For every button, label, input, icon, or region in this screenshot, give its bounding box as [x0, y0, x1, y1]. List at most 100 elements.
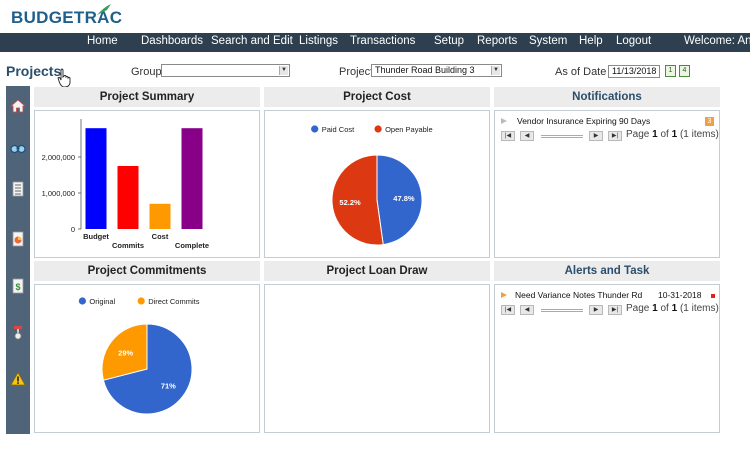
nav-system[interactable]: System [529, 35, 568, 47]
chart-doc-icon[interactable] [10, 231, 26, 247]
project-cost-chart: Paid Cost Open Payable 47.8% 52.2% [311, 125, 433, 246]
notifications-panel: Notifications Vendor Insurance Expiring … [494, 87, 720, 258]
asof-date-input[interactable]: 11/13/2018 [608, 65, 660, 78]
group-label: Group [131, 66, 162, 78]
alert-expand-icon[interactable] [501, 292, 507, 298]
pager-status: Page 1 of 1 (1 items) [626, 129, 719, 140]
pie-value-label: 47.8% [393, 194, 415, 203]
nav-search-edit[interactable]: Search and Edit [211, 35, 293, 47]
y-tick-label: 0 [71, 225, 75, 234]
project-summary-panel: Project Summary 0 1,000,000 2,000,000 Budge… [34, 87, 260, 258]
welcome-user: Welcome: Anne [684, 35, 750, 47]
project-loan-draw-body [264, 284, 490, 433]
svg-text:$: $ [15, 282, 20, 292]
legend-label: Direct Commits [148, 297, 200, 306]
pager-status: Page 1 of 1 (1 items) [626, 303, 719, 314]
prev-page-icon[interactable]: ◀ [520, 131, 534, 141]
project-cost-body: Paid Cost Open Payable 47.8% 52.2% [264, 110, 490, 258]
pager-track [541, 135, 583, 138]
pie-value-label: 29% [118, 348, 133, 357]
alerts-body: Need Variance Notes Thunder Rd 10-31-201… [494, 284, 720, 433]
bar-commits[interactable] [117, 166, 139, 229]
warning-icon[interactable] [10, 371, 26, 387]
next-page-icon[interactable]: ▶ [589, 131, 603, 141]
pie-value-label: 71% [161, 382, 176, 391]
y-tick-label: 1,000,000 [42, 189, 75, 198]
notifications-title: Notifications [494, 87, 720, 107]
main-nav: Home Dashboards Search and Edit Listings… [0, 33, 750, 52]
project-summary-title: Project Summary [34, 87, 260, 107]
bar-complete[interactable] [181, 128, 203, 229]
project-label: Project [339, 66, 374, 78]
last-page-icon[interactable]: ▶| [608, 131, 622, 141]
group-select[interactable]: ▼ [161, 64, 290, 77]
logo-bar: BUDGETRAC [0, 0, 750, 33]
page-title: Projects [6, 63, 62, 79]
pie-slice-open-payable[interactable] [331, 154, 384, 246]
prev-page-icon[interactable]: ◀ [520, 305, 534, 315]
pie-slice-original[interactable] [102, 323, 193, 415]
nav-logout[interactable]: Logout [616, 35, 652, 47]
dollar-doc-icon[interactable]: $ [10, 278, 26, 294]
notification-item[interactable]: Vendor Insurance Expiring 90 Days [517, 116, 651, 126]
project-select-value: Thunder Road Building 3 [375, 65, 475, 75]
bar-cost[interactable] [149, 203, 171, 229]
project-commitments-panel: Project Commitments Original Direct Commi… [34, 261, 260, 433]
x-tick-label: Cost [152, 232, 169, 241]
calendar-icon[interactable]: 1 [665, 65, 676, 77]
nav-help[interactable]: Help [579, 35, 603, 47]
last-page-icon[interactable]: ▶| [608, 305, 622, 315]
logo-swoosh-icon [97, 4, 111, 15]
nav-transactions[interactable]: Transactions [350, 35, 416, 47]
asof-label: As of Date [555, 66, 607, 78]
calendar-picker-icon[interactable]: 4 [679, 65, 690, 77]
nav-setup[interactable]: Setup [434, 35, 465, 47]
bar-budget[interactable] [85, 128, 107, 229]
legend-label: Open Payable [385, 125, 433, 134]
legend-swatch [137, 297, 145, 305]
project-loan-draw-title: Project Loan Draw [264, 261, 490, 281]
nav-dashboards[interactable]: Dashboards [141, 35, 204, 47]
alerts-panel: Alerts and Task Need Variance Notes Thun… [494, 261, 720, 433]
alerts-pager: |◀ ◀ ▶ ▶| Page 1 of 1 (1 items) [499, 303, 719, 317]
scale-icon[interactable] [10, 324, 26, 340]
nav-home[interactable]: Home [87, 35, 118, 47]
legend-label: Paid Cost [322, 125, 355, 134]
hand-cursor-icon [57, 68, 71, 88]
alert-priority-icon [711, 294, 715, 298]
x-tick-label: Commits [112, 241, 144, 250]
nav-reports[interactable]: Reports [477, 35, 518, 47]
x-tick-label: Complete [175, 241, 209, 250]
legend-swatch [78, 297, 86, 305]
side-rail: $ [6, 86, 30, 434]
project-dropdown-arrow-icon[interactable]: ▼ [491, 66, 500, 75]
legend-swatch [374, 125, 382, 133]
project-cost-title: Project Cost [264, 87, 490, 107]
project-select[interactable]: Thunder Road Building 3 ▼ [371, 64, 502, 77]
legend-label: Original [89, 297, 115, 306]
home-icon[interactable] [10, 98, 26, 114]
first-page-icon[interactable]: |◀ [501, 305, 515, 315]
list-icon[interactable] [10, 181, 26, 197]
alerts-title: Alerts and Task [494, 261, 720, 281]
next-page-icon[interactable]: ▶ [589, 305, 603, 315]
legend-swatch [311, 125, 319, 133]
notifications-pager: |◀ ◀ ▶ ▶| Page 1 of 1 (1 items) [499, 129, 719, 143]
pager-track [541, 309, 583, 312]
x-tick-label: Budget [83, 232, 109, 241]
notification-expand-icon[interactable] [501, 118, 507, 124]
filter-bar: Projects Group ▼ Project Thunder Road Bu… [0, 52, 750, 88]
notifications-body: Vendor Insurance Expiring 90 Days 3 |◀ ◀… [494, 110, 720, 258]
group-dropdown-arrow-icon[interactable]: ▼ [279, 66, 288, 75]
alert-item[interactable]: Need Variance Notes Thunder Rd [515, 290, 643, 300]
project-summary-body: 0 1,000,000 2,000,000 Budget Commits Cost Comp… [34, 110, 260, 258]
project-commitments-body: Original Direct Commits 71% 29% [34, 284, 260, 433]
project-commitments-chart: Original Direct Commits 71% 29% [78, 297, 200, 415]
binoculars-icon[interactable] [10, 140, 26, 156]
nav-listings[interactable]: Listings [299, 35, 338, 47]
pie-slice-paid-cost[interactable] [376, 154, 423, 246]
pie-value-label: 52.2% [339, 198, 361, 207]
first-page-icon[interactable]: |◀ [501, 131, 515, 141]
pie-slice-direct-commits[interactable] [101, 323, 148, 381]
